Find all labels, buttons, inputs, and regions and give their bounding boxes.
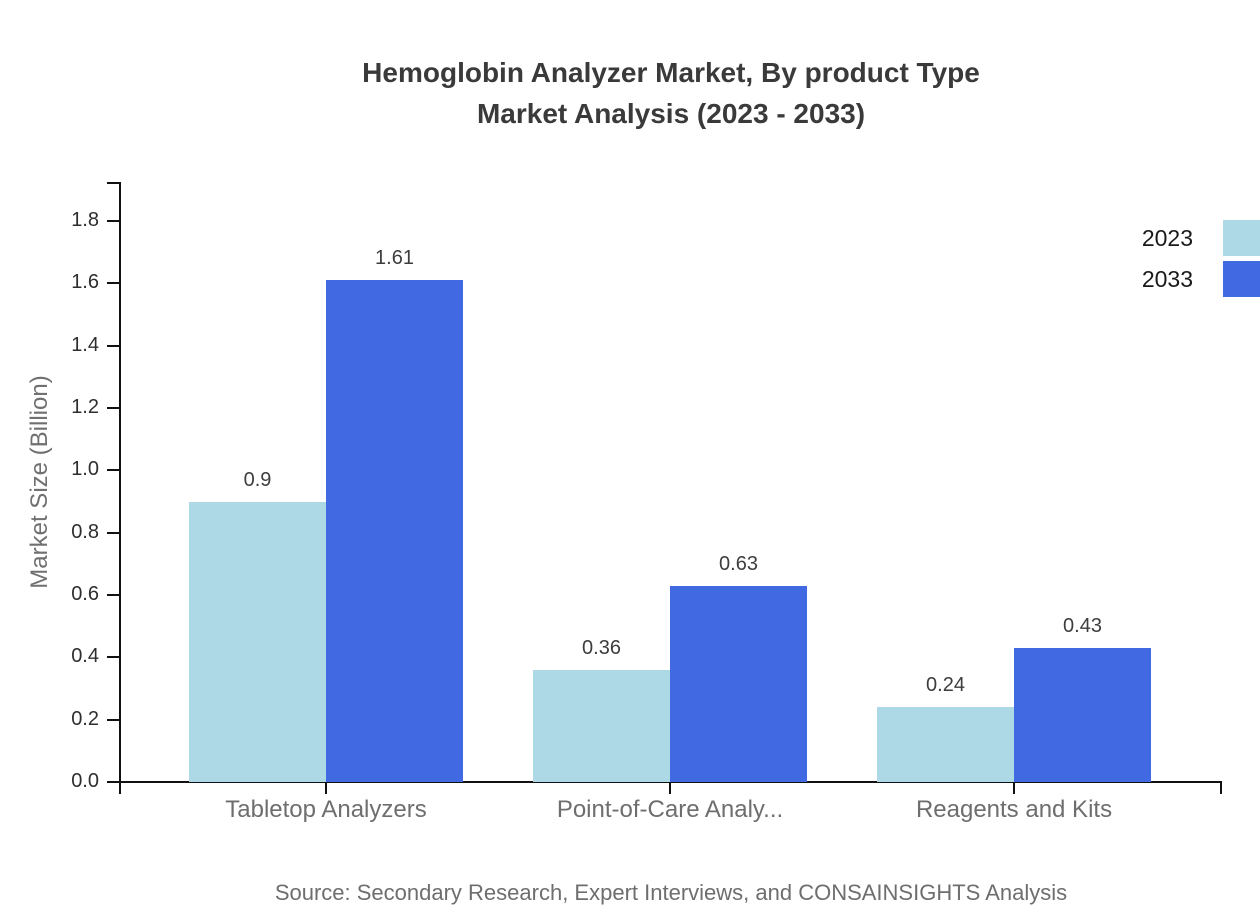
y-tick [107, 344, 119, 347]
bar-value-label: 0.9 [243, 468, 272, 491]
bar-2023-2 [533, 669, 670, 782]
y-tick [107, 781, 119, 783]
y-tick-label: 1.8 [71, 209, 99, 231]
x-tick [669, 782, 671, 794]
x-axis-end-tick [1220, 782, 1222, 794]
bar-2023-3 [877, 707, 1014, 782]
x-tick [325, 782, 327, 794]
y-axis-line [119, 182, 121, 794]
y-tick [107, 718, 119, 721]
bar-value-label: 0.63 [719, 552, 758, 575]
y-tick-label: 1.2 [71, 396, 99, 418]
y-axis-title: Market Size (Billion) [26, 375, 53, 589]
y-tick [107, 531, 119, 534]
x-category-label: Point-of-Care Analy... [556, 796, 784, 823]
bar-2023-1 [189, 501, 326, 782]
bar-2033-3 [1014, 647, 1151, 782]
source-note: Source: Secondary Research, Expert Inter… [274, 880, 1068, 905]
y-tick-label: 1.6 [71, 271, 99, 294]
x-category-label: Reagents and Kits [915, 796, 1113, 823]
y-tick-label: 0.2 [71, 707, 99, 730]
bar-value-label: 0.43 [1063, 614, 1102, 637]
legend-label-2033: 2033 [1141, 266, 1193, 292]
x-tick [1013, 782, 1015, 794]
x-axis-line [107, 781, 1222, 783]
chart-title: Hemoglobin Analyzer Market, By product T… [120, 52, 1222, 134]
bar-value-label: 1.61 [375, 247, 414, 270]
y-tick [107, 407, 119, 409]
y-tick [107, 282, 119, 285]
y-tick [107, 469, 119, 472]
bar-value-label: 0.24 [926, 674, 965, 697]
y-tick [107, 656, 119, 659]
y-tick-label: 0.8 [71, 520, 99, 543]
x-category-label: Tabletop Analyzers [225, 796, 427, 823]
legend-swatch-2023 [1223, 220, 1260, 256]
bar-2033-1 [326, 280, 463, 782]
bar-2033-2 [670, 585, 807, 782]
y-tick [107, 220, 119, 222]
legend-label-2023: 2023 [1141, 225, 1193, 251]
y-tick-label: 0.6 [71, 583, 99, 605]
y-tick-label: 0.4 [71, 645, 99, 668]
y-axis-endcap-tick [107, 182, 119, 184]
bar-value-label: 0.36 [582, 636, 621, 659]
y-tick-label: 1.0 [71, 458, 99, 481]
legend-swatch-2033 [1223, 261, 1260, 297]
y-tick [107, 594, 119, 596]
chart-title-line2: Market Analysis (2023 - 2033) [476, 98, 866, 129]
y-tick-label: 0.0 [71, 770, 99, 792]
chart-title-line1: Hemoglobin Analyzer Market, By product T… [362, 57, 980, 88]
y-tick-label: 1.4 [71, 333, 99, 356]
